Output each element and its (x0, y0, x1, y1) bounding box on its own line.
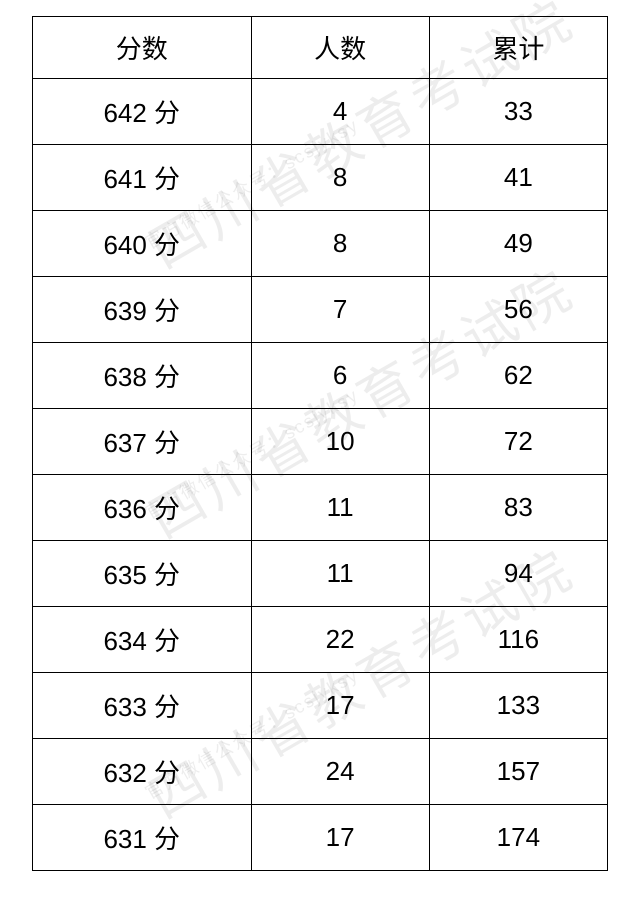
cell-cum: 157 (429, 739, 607, 805)
cell-count: 6 (251, 343, 429, 409)
cell-score: 642 分 (33, 79, 252, 145)
page-container: 四川省教育考试院 官方微信公众号：scsjyksy 四川省教育考试院 官方微信公… (0, 0, 640, 904)
cell-count: 22 (251, 607, 429, 673)
cell-cum: 133 (429, 673, 607, 739)
table-header-row: 分数 人数 累计 (33, 17, 608, 79)
table-row: 635 分 11 94 (33, 541, 608, 607)
cell-count: 4 (251, 79, 429, 145)
cell-count: 17 (251, 805, 429, 871)
cell-cum: 72 (429, 409, 607, 475)
table-row: 634 分 22 116 (33, 607, 608, 673)
table-row: 642 分 4 33 (33, 79, 608, 145)
cell-score: 632 分 (33, 739, 252, 805)
cell-count: 10 (251, 409, 429, 475)
cell-score: 640 分 (33, 211, 252, 277)
table-row: 631 分 17 174 (33, 805, 608, 871)
table-row: 632 分 24 157 (33, 739, 608, 805)
table-row: 641 分 8 41 (33, 145, 608, 211)
cell-count: 7 (251, 277, 429, 343)
cell-cum: 62 (429, 343, 607, 409)
col-cumulative: 累计 (429, 17, 607, 79)
cell-score: 634 分 (33, 607, 252, 673)
cell-score: 641 分 (33, 145, 252, 211)
cell-count: 24 (251, 739, 429, 805)
table-row: 639 分 7 56 (33, 277, 608, 343)
table-row: 636 分 11 83 (33, 475, 608, 541)
cell-cum: 56 (429, 277, 607, 343)
cell-score: 638 分 (33, 343, 252, 409)
table-row: 637 分 10 72 (33, 409, 608, 475)
cell-score: 637 分 (33, 409, 252, 475)
cell-score: 631 分 (33, 805, 252, 871)
cell-cum: 116 (429, 607, 607, 673)
col-score: 分数 (33, 17, 252, 79)
cell-cum: 33 (429, 79, 607, 145)
score-table: 分数 人数 累计 642 分 4 33 641 分 8 41 640 分 8 4… (32, 16, 608, 871)
cell-cum: 94 (429, 541, 607, 607)
col-count: 人数 (251, 17, 429, 79)
table-row: 640 分 8 49 (33, 211, 608, 277)
cell-cum: 41 (429, 145, 607, 211)
table-row: 638 分 6 62 (33, 343, 608, 409)
cell-cum: 83 (429, 475, 607, 541)
cell-count: 11 (251, 475, 429, 541)
cell-cum: 49 (429, 211, 607, 277)
cell-count: 8 (251, 211, 429, 277)
cell-score: 636 分 (33, 475, 252, 541)
cell-count: 11 (251, 541, 429, 607)
cell-score: 639 分 (33, 277, 252, 343)
cell-score: 633 分 (33, 673, 252, 739)
cell-count: 17 (251, 673, 429, 739)
cell-count: 8 (251, 145, 429, 211)
table-row: 633 分 17 133 (33, 673, 608, 739)
cell-score: 635 分 (33, 541, 252, 607)
cell-cum: 174 (429, 805, 607, 871)
